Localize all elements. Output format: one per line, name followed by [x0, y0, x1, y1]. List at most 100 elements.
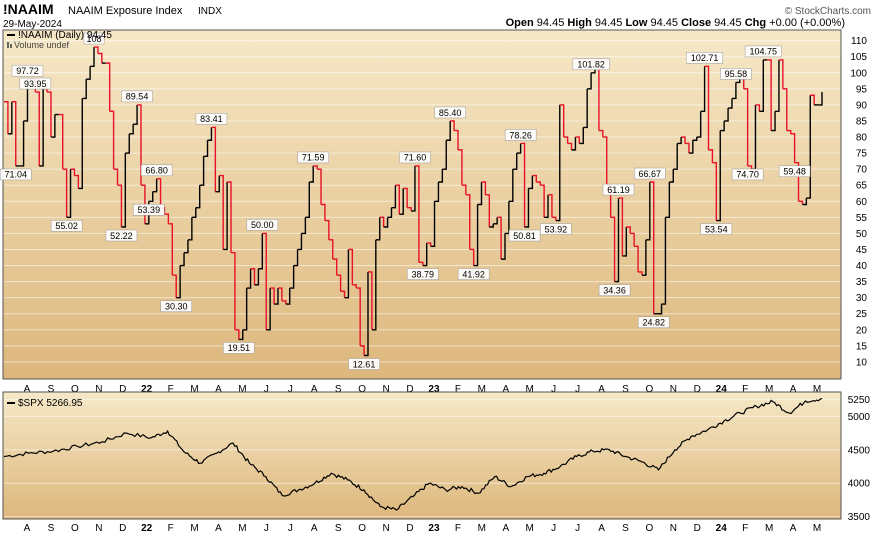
x-tick-label: F: [742, 384, 748, 395]
naaim-step-segment: [191, 207, 197, 219]
naaim-step-segment: [414, 165, 420, 263]
value-label: 102.71: [691, 53, 719, 63]
naaim-step-segment: [4, 100, 9, 134]
value-label-box: [223, 342, 255, 354]
x-tick-label: A: [215, 523, 222, 534]
naaim-step-segment: [367, 271, 373, 330]
ohlc-value: 94.45: [537, 17, 565, 29]
naaim-step-segment: [231, 251, 236, 330]
naaim-step-segment: [677, 137, 682, 145]
naaim-step-segment: [724, 108, 729, 122]
value-label-box: [508, 229, 541, 242]
x-tick-label: J: [575, 384, 580, 395]
spx-line: [3, 397, 823, 511]
x-tick-label: M: [813, 384, 821, 395]
value-label-box: [598, 284, 631, 296]
y-tick-label: 5000: [848, 412, 871, 423]
naaim-step-segment: [336, 274, 342, 292]
value-label-box: [105, 229, 138, 242]
naaim-step-segment: [716, 130, 721, 222]
naaim-step-segment: [548, 194, 553, 218]
naaim-step-segment: [438, 169, 444, 183]
naaim-step-segment: [293, 249, 299, 267]
naaim-step-segment: [411, 165, 416, 212]
naaim-step-segment: [434, 182, 440, 202]
ohlc-key: Close: [678, 17, 714, 29]
naaim-step-segment: [113, 168, 119, 186]
naaim-legend-volume: Volume undef: [14, 40, 70, 50]
naaim-step-segment: [340, 290, 346, 298]
naaim-step-segment: [626, 226, 631, 234]
y-tick-label: 85: [856, 116, 868, 127]
x-tick-label: A: [790, 384, 797, 395]
x-tick-label: J: [575, 523, 580, 534]
y-tick-label: 4500: [848, 445, 871, 456]
naaim-step-segment: [195, 185, 201, 209]
naaim-step-segment: [332, 258, 338, 276]
value-label: 66.80: [145, 166, 168, 176]
value-label: 52.22: [110, 231, 133, 241]
y-tick-label: 35: [856, 277, 868, 288]
value-label-box: [297, 151, 329, 164]
naaim-step-segment: [156, 178, 162, 208]
naaim-step-segment: [446, 120, 451, 141]
value-label-box: [19, 77, 52, 90]
y-tick-label: 90: [856, 100, 868, 111]
value-label: 83.41: [200, 114, 223, 124]
naaim-step-segment: [540, 184, 545, 218]
x-tick-label: M: [526, 523, 534, 534]
naaim-step-segment: [219, 174, 224, 250]
x-tick-label: F: [168, 384, 174, 395]
naaim-step-segment: [602, 136, 608, 186]
naaim-step-segment: [203, 140, 209, 158]
value-label-box: [407, 268, 439, 280]
naaim-step-segment: [379, 216, 385, 227]
naaim-step-segment: [685, 142, 690, 154]
naaim-step-segment: [321, 203, 326, 221]
naaim-step-segment: [665, 182, 671, 219]
naaim-step-segment: [450, 120, 455, 131]
naaim-step-segment: [35, 91, 40, 166]
naaim-step-segment: [383, 217, 389, 228]
naaim-step-segment: [215, 175, 220, 193]
naaim-step-segment: [700, 66, 706, 113]
x-tick-label: S: [48, 384, 55, 395]
naaim-step-segment: [575, 136, 581, 144]
naaim-step-segment: [767, 59, 772, 131]
value-label: 101.82: [577, 60, 605, 70]
x-tick-label: A: [24, 384, 31, 395]
naaim-step-segment: [360, 345, 365, 356]
naaim-panel: 10 15 20 25 30 35 40 45 50 55 60 65 70 75 80 85 90 95 100 1…: [0, 29, 868, 380]
x-tick-label: M: [765, 523, 773, 534]
naaim-step-segment: [211, 126, 217, 192]
naaim-legend: !NAAIM (Daily) 94.45 Volume undef: [7, 30, 112, 50]
spx-y-axis: 3500 4000 4500 5000 5250: [848, 395, 871, 523]
naaim-step-segment: [301, 217, 307, 235]
value-label: 71.04: [4, 170, 27, 180]
x-tick-label: N: [670, 384, 677, 395]
y-tick-label: 60: [856, 197, 868, 208]
naaim-step-segment: [657, 304, 663, 315]
naaim-step-segment: [317, 168, 322, 205]
x-tick-label: M: [190, 523, 198, 534]
naaim-step-segment: [673, 143, 678, 170]
naaim-step-segment: [50, 114, 56, 138]
ohlc-value: 94.45: [595, 17, 623, 29]
naaim-step-segment: [649, 181, 655, 314]
naaim-step-segment: [493, 217, 498, 225]
exchange-label: INDX: [198, 6, 222, 17]
y-tick-label: 45: [856, 245, 868, 256]
y-tick-label: 5250: [848, 395, 871, 406]
x-tick-label: F: [455, 384, 461, 395]
value-label: 78.26: [509, 130, 532, 140]
spx-panel: 3500 4000 4500 5000 5250 $SPX 5266.95: [2, 391, 871, 523]
value-label: 93.95: [24, 79, 47, 89]
naaim-step-segment: [324, 219, 330, 240]
value-label: 61.19: [607, 185, 630, 195]
value-label: 19.51: [228, 343, 251, 353]
naaim-step-segment: [234, 329, 240, 340]
naaim-step-segment: [109, 110, 115, 170]
x-tick-label: M: [238, 523, 246, 534]
naaim-step-segment: [806, 95, 811, 199]
value-label-box: [540, 223, 572, 235]
